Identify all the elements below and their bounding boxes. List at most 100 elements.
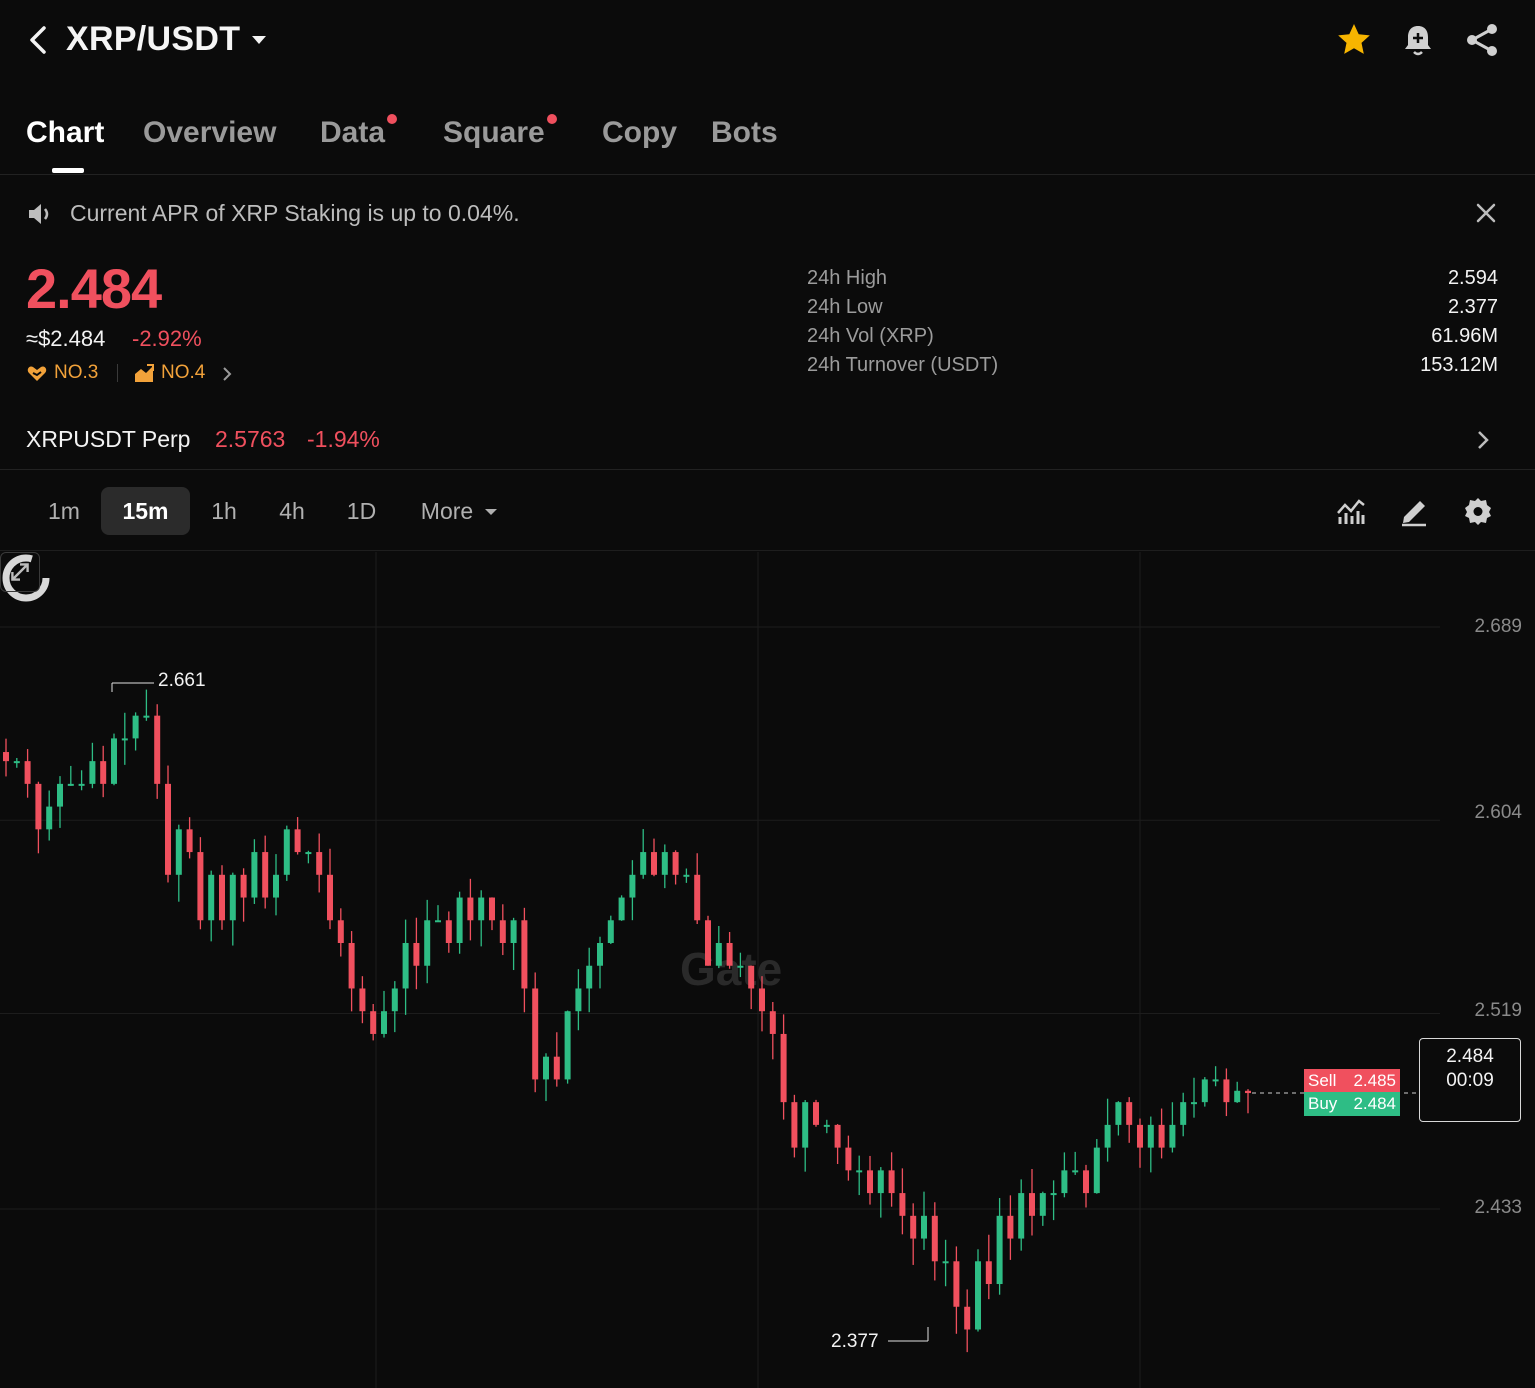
notification-dot [546, 114, 557, 124]
candle-body [327, 874, 333, 921]
candle-body [780, 1033, 787, 1103]
candlestick-plot[interactable] [0, 552, 1535, 1388]
draw-pen-icon[interactable] [1398, 495, 1430, 527]
candle-body [143, 715, 150, 718]
tab-data[interactable]: Data [320, 114, 398, 150]
star-icon[interactable] [1334, 20, 1374, 60]
candle-body [791, 1102, 798, 1148]
candle-body [175, 829, 182, 875]
candle-body [208, 874, 215, 921]
interval-15m[interactable]: 15m [101, 487, 190, 535]
candle-body [1007, 1215, 1014, 1239]
interval-more[interactable]: More [420, 498, 474, 524]
candle-body [877, 1170, 884, 1194]
usd-price: ≈$2.484 [26, 326, 106, 351]
candle-body [737, 965, 744, 968]
announcement-bar[interactable]: Current APR of XRP Staking is up to 0.04… [0, 176, 1535, 250]
candle-body [1137, 1124, 1143, 1148]
loading-spinner-icon [2, 554, 50, 602]
tab-copy[interactable]: Copy [602, 116, 677, 149]
pair-title[interactable]: XRP/USDT [66, 20, 241, 58]
candle-body [1050, 1193, 1057, 1196]
active-tab-indicator [52, 168, 84, 173]
top-bar: XRP/USDT [0, 0, 1535, 80]
chevron-right-icon[interactable] [220, 364, 234, 384]
tab-overview[interactable]: Overview [143, 116, 277, 149]
price-change: -2.92% [132, 326, 202, 351]
candle-body [845, 1147, 852, 1171]
bell-plus-icon[interactable] [1398, 20, 1438, 60]
rank-badge-1[interactable]: NO.3 [54, 362, 99, 383]
candle-body [823, 1124, 830, 1127]
chevron-right-icon[interactable] [1474, 426, 1492, 454]
candle-body [1180, 1102, 1187, 1125]
trending-icon [135, 364, 154, 382]
candle-body [1115, 1102, 1122, 1125]
back-arrow-icon[interactable] [24, 22, 54, 58]
candle-body [683, 874, 690, 877]
candle-body [1072, 1170, 1079, 1173]
candle-body [575, 988, 582, 1012]
candle-body [445, 920, 452, 944]
price-chart[interactable]: Gate 2.689 2.604 2.519 2.433 2.661 2.377… [0, 552, 1535, 1388]
candle-body [67, 783, 74, 786]
share-icon[interactable] [1462, 20, 1502, 60]
heart-hand-icon [27, 366, 47, 381]
candle-body [1223, 1079, 1230, 1103]
candle-body [618, 897, 625, 921]
rank-badge-2[interactable]: NO.4 [161, 362, 206, 383]
last-price-box: 2.484 00:09 [1419, 1038, 1521, 1122]
candle-body [57, 783, 63, 807]
candle-body [532, 988, 539, 1080]
candle-body [348, 943, 355, 989]
candle-body [661, 852, 668, 875]
candle-body [1158, 1124, 1165, 1148]
candle-body [759, 988, 765, 1012]
candle-body [1245, 1090, 1251, 1094]
perp-name: XRPUSDT Perp [26, 426, 191, 452]
candle-body [316, 852, 323, 875]
candle-body [942, 1261, 949, 1264]
candle-body [607, 920, 614, 944]
candle-body [467, 897, 474, 921]
candle-body [1093, 1147, 1100, 1194]
candle-body [672, 852, 679, 875]
candle-body [802, 1102, 809, 1148]
close-icon[interactable] [1473, 200, 1499, 226]
perp-row[interactable]: XRPUSDT Perp 2.5763 -1.94% [0, 412, 1535, 470]
candle-body [899, 1193, 906, 1216]
announcement-text: Current APR of XRP Staking is up to 0.04… [70, 200, 520, 226]
candle-body [867, 1170, 873, 1194]
candle-body [165, 783, 171, 875]
candle-countdown: 00:09 [1446, 1070, 1494, 1091]
stat-label-turnover: 24h Turnover (USDT) [807, 354, 999, 376]
candle-body [705, 920, 711, 966]
interval-1h[interactable]: 1h [211, 498, 237, 524]
expand-fullscreen-icon[interactable] [0, 552, 40, 592]
candle-body [715, 943, 722, 966]
speaker-icon [29, 204, 49, 224]
candle-body [510, 920, 517, 944]
candle-body [834, 1124, 841, 1148]
tab-bots[interactable]: Bots [711, 116, 778, 149]
tab-chart[interactable]: Chart [26, 116, 105, 149]
interval-1m[interactable]: 1m [48, 498, 80, 524]
stat-label-vol: 24h Vol (XRP) [807, 325, 934, 347]
tab-square[interactable]: Square [443, 114, 557, 150]
sell-price-tag[interactable]: Sell 2.485 [1304, 1069, 1400, 1093]
caret-down-icon[interactable] [484, 507, 498, 517]
candle-body [197, 852, 204, 921]
settings-gear-icon[interactable] [1462, 495, 1494, 527]
perp-change: -1.94% [307, 426, 380, 452]
buy-price-tag[interactable]: Buy 2.484 [1304, 1092, 1400, 1116]
candle-body [694, 874, 701, 921]
interval-4h[interactable]: 4h [279, 498, 305, 524]
candle-body [964, 1306, 971, 1330]
stat-label-high: 24h High [807, 267, 888, 289]
candle-body [337, 920, 344, 944]
interval-1d[interactable]: 1D [346, 498, 377, 524]
caret-down-icon[interactable] [250, 34, 268, 46]
candle-body [240, 874, 247, 898]
indicator-icon[interactable] [1335, 495, 1367, 527]
candle-body [1061, 1170, 1068, 1194]
